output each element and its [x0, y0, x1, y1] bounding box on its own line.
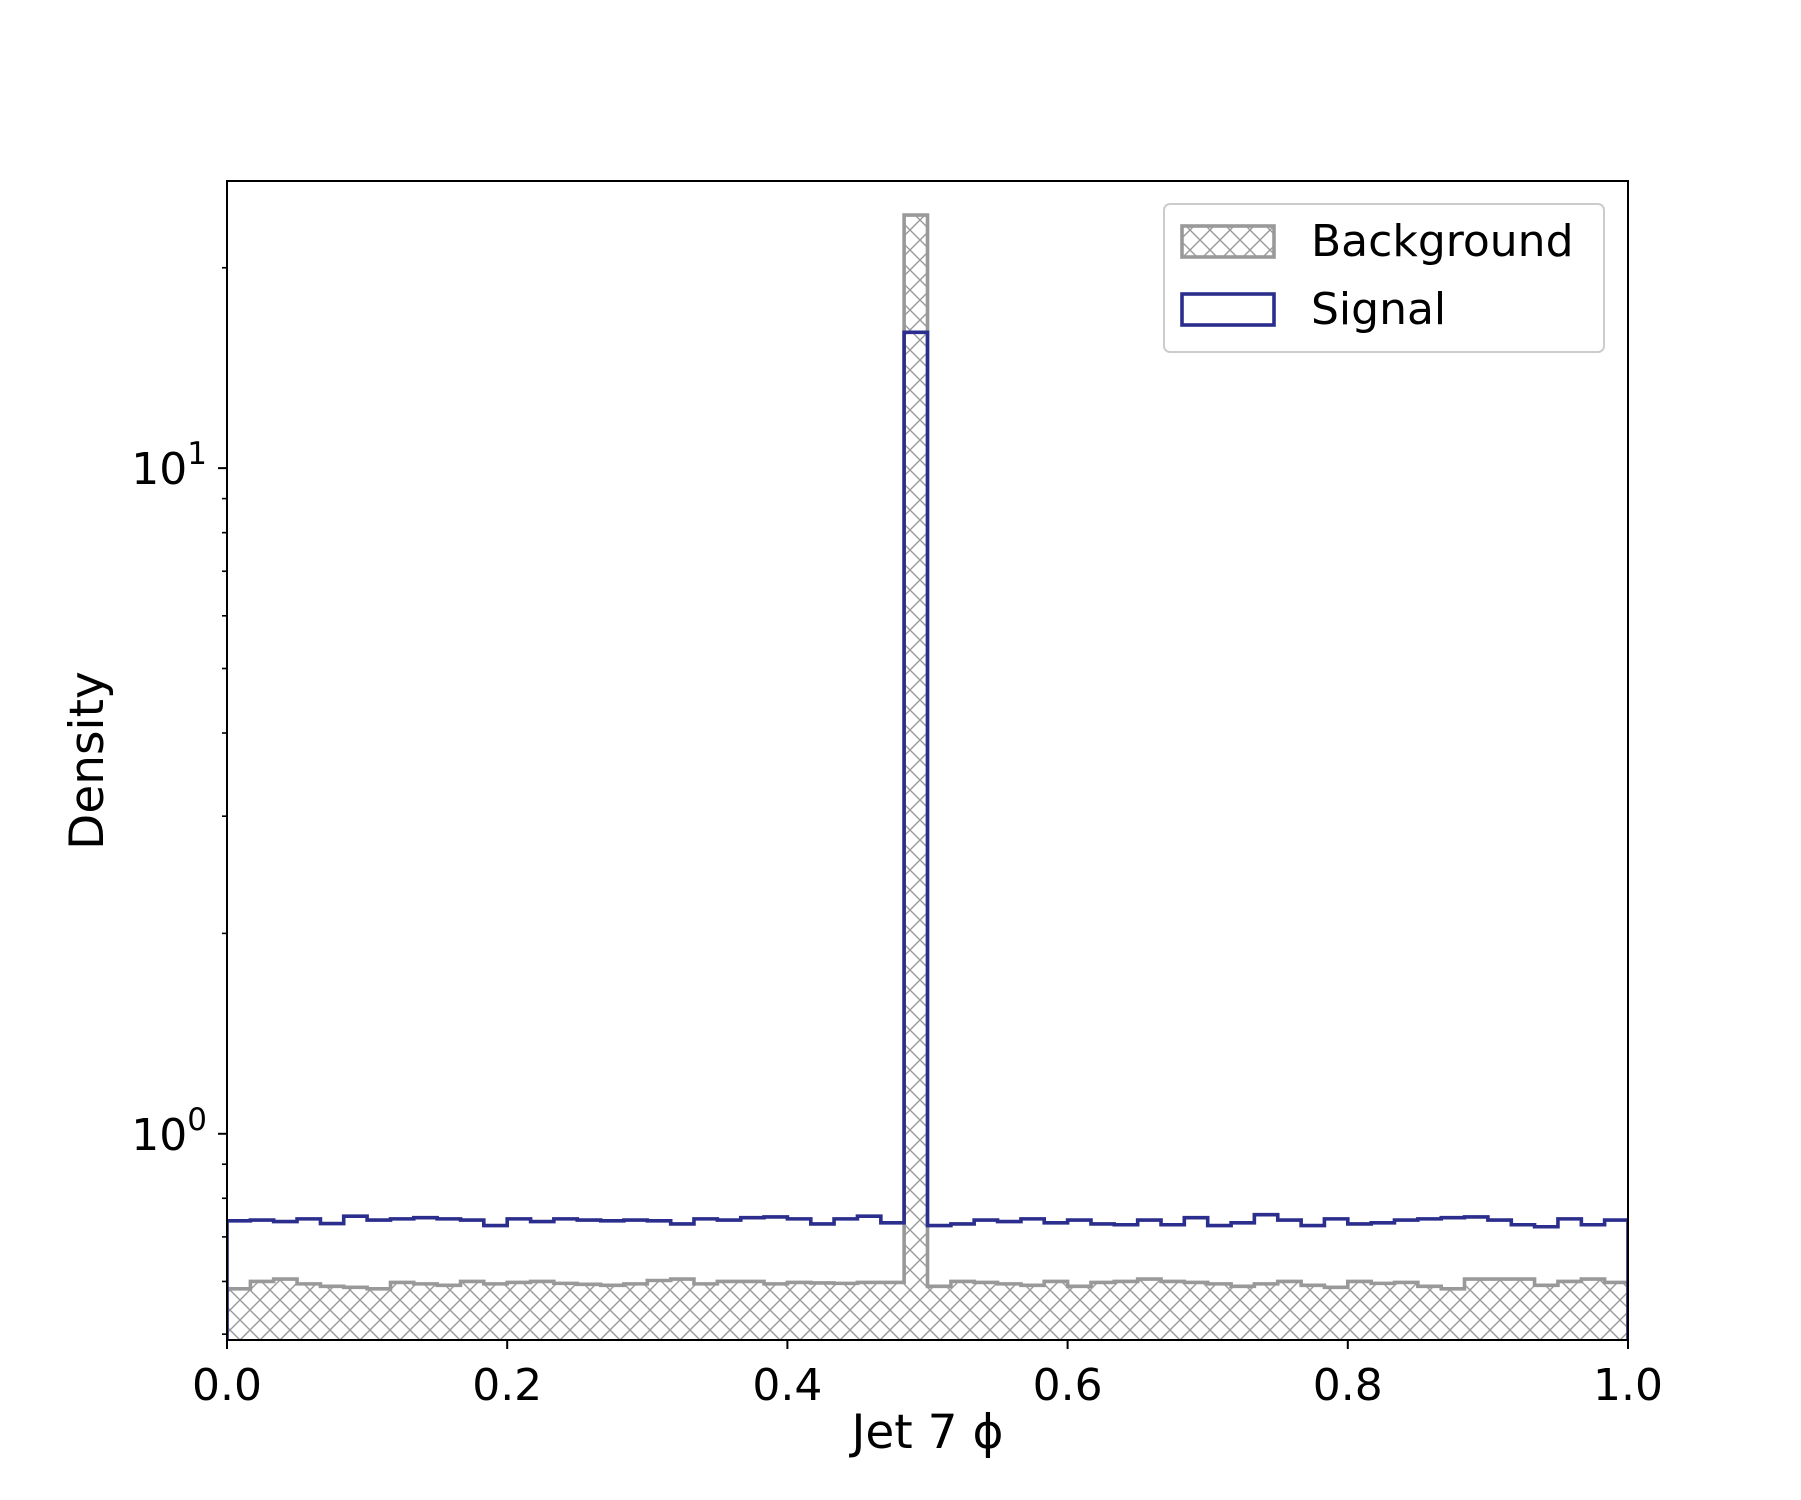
background-bar [623, 1283, 648, 1340]
background-bar [1394, 1282, 1418, 1340]
x-tick-label: 0.6 [1033, 1360, 1103, 1411]
background-bar [1067, 1286, 1091, 1340]
background-bar [1347, 1281, 1372, 1340]
x-tick-label: 0.4 [752, 1360, 822, 1411]
axes-frame [226, 180, 1629, 1341]
background-bar [904, 215, 928, 1340]
background-bar [857, 1282, 881, 1340]
background-bar [1371, 1283, 1395, 1340]
background-bar [1231, 1286, 1255, 1340]
y-tick-label: 100 [131, 1102, 207, 1161]
background-bar [390, 1282, 414, 1340]
background-bar [1301, 1285, 1325, 1340]
background-bar [1464, 1279, 1488, 1340]
x-axis-title: Jet 7 ϕ [849, 1405, 1004, 1460]
background-bar [834, 1283, 858, 1340]
background-bar [460, 1281, 484, 1340]
legend-label-background: Background [1311, 216, 1574, 267]
background-bar [670, 1279, 694, 1340]
background-bar [1044, 1281, 1068, 1340]
background-bar [1534, 1285, 1558, 1340]
signal-series [227, 330, 1628, 1340]
background-bar [1114, 1281, 1138, 1340]
background-bar [1277, 1281, 1302, 1340]
background-bar [1604, 1282, 1628, 1340]
background-bar [1090, 1282, 1115, 1340]
background-bar [1137, 1279, 1162, 1340]
background-bar [1487, 1279, 1512, 1340]
background-bar [717, 1281, 741, 1340]
background-bar [413, 1283, 438, 1340]
legend-label-signal: Signal [1311, 284, 1446, 335]
background-bar [1557, 1281, 1582, 1340]
x-tick-label: 0.0 [192, 1360, 262, 1411]
background-bar [1254, 1283, 1278, 1340]
axes: 0.0 0.2 0.4 0.6 0.8 1.0 100 101 Jet 7 ϕ Density [60, 180, 1663, 1460]
x-tick-label: 1.0 [1593, 1360, 1663, 1411]
background-bar [693, 1283, 718, 1340]
background-bar [553, 1283, 578, 1340]
background-bar [320, 1286, 344, 1340]
background-bar [950, 1281, 975, 1340]
background-bar [1324, 1287, 1348, 1340]
plot-area [227, 213, 1628, 1340]
legend: Background Signal [1163, 203, 1605, 353]
background-bar [810, 1282, 835, 1340]
background-bar [600, 1285, 624, 1340]
background-bar [273, 1279, 298, 1340]
background-bar [764, 1283, 788, 1340]
background-bar [1207, 1283, 1232, 1340]
background-bar [507, 1282, 531, 1340]
background-series [227, 213, 1628, 1340]
background-bar [880, 1282, 905, 1340]
background-bar [1581, 1279, 1605, 1340]
y-tick-label: 101 [131, 436, 207, 495]
background-bar [1020, 1285, 1045, 1340]
background-bar [1161, 1281, 1185, 1340]
background-bar [483, 1283, 508, 1340]
background-bar [227, 1288, 251, 1340]
background-bar [250, 1281, 274, 1340]
background-bar [343, 1287, 368, 1340]
legend-swatch-background [1180, 224, 1276, 259]
background-bar [437, 1285, 461, 1340]
legend-swatch-signal [1180, 292, 1276, 327]
background-bar [1184, 1282, 1208, 1340]
background-bar [1511, 1279, 1535, 1340]
background-bar [997, 1283, 1021, 1340]
background-bar [530, 1281, 554, 1340]
y-axis-title: Density [60, 671, 115, 850]
background-bar [577, 1284, 601, 1340]
background-bar [1417, 1286, 1442, 1340]
background-bar [927, 1286, 951, 1340]
background-bar [974, 1282, 998, 1340]
background-bar [740, 1281, 765, 1340]
background-bar [1441, 1288, 1465, 1340]
x-tick-label: 0.8 [1313, 1360, 1383, 1411]
signal-step-line [227, 330, 1628, 1340]
background-bar [367, 1288, 391, 1340]
background-bar [297, 1283, 321, 1340]
x-tick-label: 0.2 [472, 1360, 542, 1411]
background-bar [787, 1282, 811, 1340]
background-bar [647, 1280, 671, 1340]
